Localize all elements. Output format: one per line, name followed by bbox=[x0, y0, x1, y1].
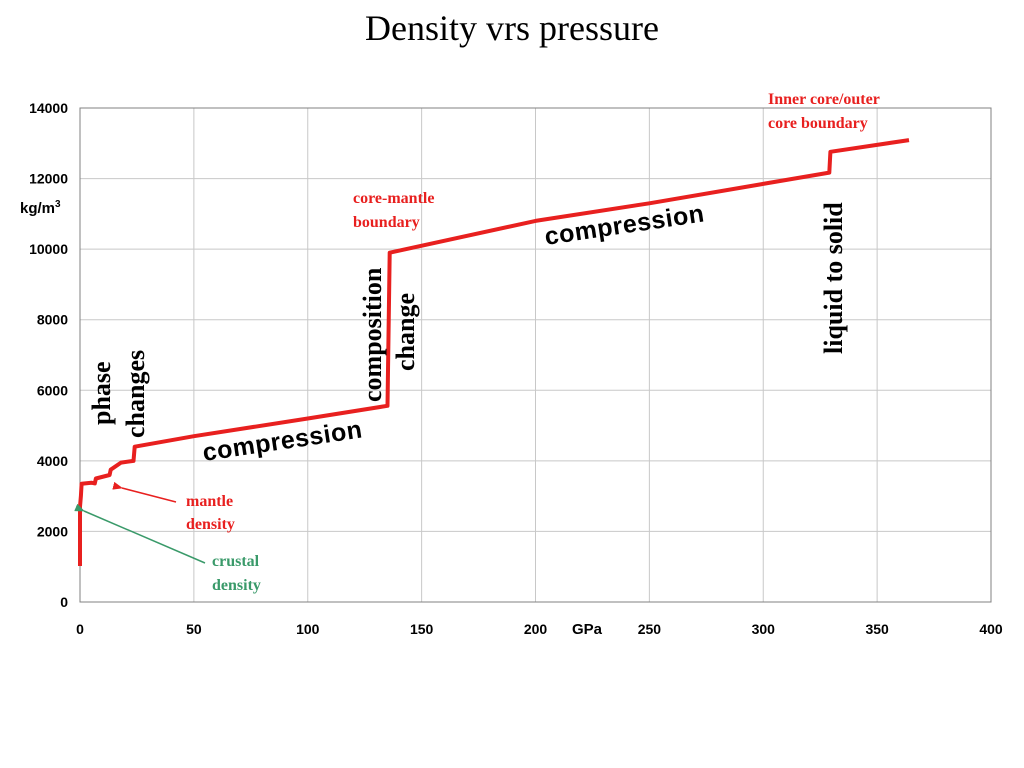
mantle-density-line-1: mantle bbox=[186, 493, 233, 510]
y-tick-label: 4000 bbox=[37, 453, 68, 469]
x-tick-label: 350 bbox=[865, 621, 889, 637]
y-tick-label: 6000 bbox=[37, 382, 68, 398]
crustal-density-annotation: crustal density bbox=[212, 553, 263, 594]
density-series-line bbox=[78, 138, 910, 566]
crustal-density-arrow bbox=[74, 503, 206, 564]
x-tick-label: 0 bbox=[76, 621, 84, 637]
core-mantle-line-2: boundary bbox=[353, 214, 420, 231]
inner-core-annotation: Inner core/outer core boundary bbox=[768, 91, 884, 132]
y-tick-label: 0 bbox=[60, 594, 68, 610]
chart-title: Density vrs pressure bbox=[365, 8, 659, 48]
x-tick-label: 400 bbox=[979, 621, 1003, 637]
y-axis-label: kg/m3 bbox=[20, 199, 61, 217]
grid bbox=[80, 108, 991, 602]
liquid-to-solid-label: liquid to solid bbox=[819, 202, 848, 354]
phase-changes-line-2: changes bbox=[121, 350, 150, 438]
y-axis-label-text: kg/m bbox=[20, 200, 55, 217]
crustal-density-line-1: crustal bbox=[212, 553, 260, 570]
inner-core-line-1: Inner core/outer bbox=[768, 91, 880, 108]
y-tick-label: 8000 bbox=[37, 312, 68, 328]
y-axis-label-superscript: 3 bbox=[55, 199, 61, 210]
composition-change-line-1: composition bbox=[358, 267, 387, 402]
x-axis-label: GPa bbox=[572, 621, 603, 638]
x-tick-label: 300 bbox=[752, 621, 776, 637]
mantle-density-annotation: mantle density bbox=[186, 493, 237, 533]
x-axis-ticks: 0 50 100 150 200 250 300 350 400 bbox=[76, 621, 1003, 637]
crustal-density-line-2: density bbox=[212, 577, 261, 594]
x-tick-label: 250 bbox=[638, 621, 662, 637]
inner-core-line-2: core boundary bbox=[768, 115, 868, 132]
x-tick-label: 200 bbox=[524, 621, 548, 637]
phase-changes-line-1: phase bbox=[87, 361, 116, 425]
core-mantle-annotation: core-mantle boundary bbox=[353, 190, 438, 231]
y-tick-label: 2000 bbox=[37, 523, 68, 539]
x-tick-label: 50 bbox=[186, 621, 202, 637]
composition-change-label: composition change bbox=[358, 261, 420, 402]
x-tick-label: 150 bbox=[410, 621, 434, 637]
phase-changes-label: phase changes bbox=[87, 350, 150, 438]
y-tick-label: 10000 bbox=[29, 241, 68, 257]
mantle-density-line-2: density bbox=[186, 516, 235, 533]
composition-change-line-2: change bbox=[391, 293, 420, 371]
y-tick-label: 14000 bbox=[29, 100, 68, 116]
plot-area-border bbox=[79, 107, 992, 603]
y-axis-ticks: 0 2000 4000 6000 8000 10000 12000 14000 bbox=[29, 100, 68, 610]
core-mantle-line-1: core-mantle bbox=[353, 190, 434, 207]
mantle-density-arrow bbox=[112, 481, 177, 503]
y-tick-label: 12000 bbox=[29, 171, 68, 187]
x-tick-label: 100 bbox=[296, 621, 320, 637]
